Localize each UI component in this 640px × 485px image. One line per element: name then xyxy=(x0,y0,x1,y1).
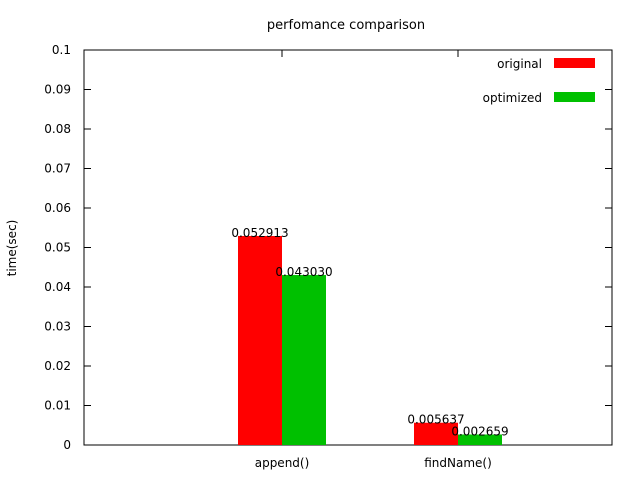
legend-label: original xyxy=(497,57,542,71)
y-tick-label: 0 xyxy=(63,438,71,452)
legend-swatch xyxy=(554,92,595,102)
y-tick-label: 0.1 xyxy=(52,43,71,57)
data-label: 0.005637 xyxy=(407,413,464,427)
y-tick-label: 0.07 xyxy=(44,162,71,176)
y-tick-label: 0.09 xyxy=(44,83,71,97)
y-tick-label: 0.02 xyxy=(44,359,71,373)
y-tick-label: 0.04 xyxy=(44,280,71,294)
y-tick-label: 0.06 xyxy=(44,201,71,215)
bar-original xyxy=(238,235,282,445)
x-tick-label: findName() xyxy=(424,456,492,470)
y-tick-label: 0.01 xyxy=(44,399,71,413)
plot-frame xyxy=(83,49,613,446)
y-tick-label: 0.08 xyxy=(44,122,71,136)
y-tick-label: 0.03 xyxy=(44,320,71,334)
legend-swatch xyxy=(554,58,595,68)
bar-optimized xyxy=(282,275,326,445)
bar-original xyxy=(414,422,458,445)
legend-label: optimized xyxy=(483,91,542,105)
data-label: 0.043030 xyxy=(275,265,332,279)
chart-title: perfomance comparison xyxy=(267,18,425,33)
x-tick-label: append() xyxy=(255,456,310,470)
plot-area: 0 0.01 0.02 0.03 0.04 0.05 0.06 0.07 0.08 0.09 0.1… xyxy=(44,43,613,470)
data-label: 0.052913 xyxy=(231,226,288,240)
y-axis-label: time(sec) xyxy=(5,220,19,277)
data-label: 0.002659 xyxy=(451,424,508,438)
y-tick-label: 0.05 xyxy=(44,241,71,255)
bar-optimized xyxy=(458,434,502,445)
